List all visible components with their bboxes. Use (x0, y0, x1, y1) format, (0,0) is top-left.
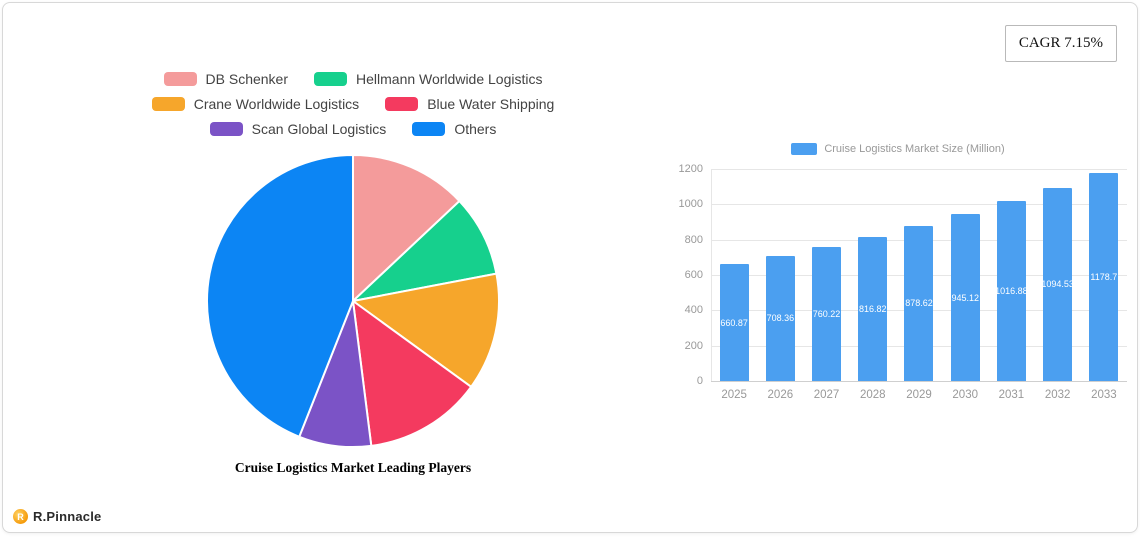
legend-row: Scan Global Logistics Others (209, 121, 496, 137)
bar-legend-swatch (791, 143, 818, 155)
bar-2028[interactable]: 816.82 (858, 236, 888, 381)
bar-value-label: 660.87 (720, 317, 748, 328)
legend-label: DB Schenker (205, 71, 288, 87)
y-tick: 800 (684, 233, 703, 246)
bar-value-label: 816.82 (859, 303, 887, 314)
legend-swatch (151, 97, 185, 111)
y-tick: 1000 (678, 198, 703, 211)
pie-chart (206, 153, 500, 449)
legend-item-4[interactable]: Scan Global Logistics (209, 121, 387, 137)
legend-row: DB Schenker Hellmann Worldwide Logistics (163, 71, 542, 87)
bar-chart-legend-item[interactable]: Cruise Logistics Market Size (Million) (663, 143, 1133, 155)
pie-legend: DB Schenker Hellmann Worldwide Logistics C… (151, 71, 554, 137)
bar-column: 816.82 (850, 169, 896, 381)
x-axis: 2025 2026 2027 2028 2029 2030 2031 2032 2033 (711, 389, 1127, 401)
legend-label: Scan Global Logistics (251, 121, 387, 137)
x-tick: 2031 (998, 389, 1025, 401)
bar-value-label: 878.62 (905, 298, 933, 309)
bar-column: 760.22 (803, 169, 849, 381)
bar-column: 945.12 (942, 169, 988, 381)
x-tick: 2033 (1091, 389, 1117, 401)
bar-value-label: 945.12 (951, 292, 979, 303)
y-tick: 0 (696, 375, 703, 387)
legend-swatch (385, 97, 419, 111)
bar-chart: 0 200 400 600 800 1000 1200 660.87 708.36 760.22 8… (663, 159, 1133, 425)
x-tick: 2030 (952, 389, 978, 401)
pie-slice-0[interactable] (352, 153, 461, 304)
x-tick: 2029 (906, 389, 932, 401)
pie-slice-1[interactable] (349, 199, 498, 303)
bar-column: 1016.88 (988, 169, 1034, 381)
bar-column: 1178.7 (1081, 169, 1127, 381)
legend-swatch (163, 72, 197, 86)
legend-item-0[interactable]: DB Schenker (163, 71, 288, 87)
bar-chart-section: Cruise Logistics Market Size (Million) 0… (663, 143, 1133, 425)
legend-label: Crane Worldwide Logistics (193, 96, 360, 112)
bar-column: 878.62 (896, 169, 942, 381)
legend-label: Blue Water Shipping (427, 96, 555, 112)
pie-slice-3[interactable] (351, 298, 473, 447)
legend-item-5[interactable]: Others (412, 121, 496, 137)
legend-row: Crane Worldwide Logistics Blue Water Ship… (151, 96, 554, 112)
gridline (711, 169, 1127, 170)
legend-swatch (209, 122, 243, 136)
x-tick: 2027 (813, 389, 840, 401)
pie-slice-2[interactable] (350, 272, 500, 389)
y-tick: 600 (684, 269, 703, 281)
bar-column: 660.87 (711, 169, 757, 381)
cagr-badge: CAGR 7.15% (1004, 25, 1117, 62)
bar-2031[interactable]: 1016.88 (995, 201, 1028, 381)
cagr-label: CAGR 7.15% (1018, 35, 1103, 51)
x-tick: 2026 (767, 389, 794, 401)
bar-2025[interactable]: 660.87 (719, 264, 749, 381)
legend-item-2[interactable]: Crane Worldwide Logistics (151, 96, 360, 112)
bar-2033[interactable]: 1178.7 (1089, 172, 1119, 381)
pie-chart-section: DB Schenker Hellmann Worldwide Logistics C… (63, 71, 643, 476)
bar-2032[interactable]: 1094.53 (1041, 187, 1074, 381)
x-tick: 2032 (1044, 389, 1071, 401)
y-tick: 1200 (678, 163, 703, 175)
legend-item-3[interactable]: Blue Water Shipping (385, 96, 554, 112)
bar-2026[interactable]: 708.36 (765, 255, 795, 381)
bar-value-label: 708.36 (766, 313, 795, 324)
y-axis-line (711, 169, 712, 381)
gridline (711, 381, 1127, 382)
x-tick: 2025 (721, 389, 747, 401)
bar-2029[interactable]: 878.62 (904, 225, 934, 381)
y-tick: 400 (684, 304, 703, 317)
logo-text: R.Pinnacle (33, 509, 102, 524)
y-tick: 200 (684, 339, 703, 352)
bar-value-label: 1094.53 (1041, 279, 1074, 290)
legend-item-1[interactable]: Hellmann Worldwide Logistics (314, 71, 542, 87)
legend-swatch (314, 72, 347, 86)
bars-group: 660.87 708.36 760.22 816.82 878.62 945.12 1016… (711, 169, 1127, 381)
bar-2027[interactable]: 760.22 (812, 246, 842, 381)
bar-column: 1094.53 (1035, 169, 1081, 381)
legend-label: Hellmann Worldwide Logistics (356, 71, 543, 87)
gridline (711, 204, 1127, 206)
pie-chart-title: Cruise Logistics Market Leading Players (234, 460, 472, 475)
logo[interactable]: R R.Pinnacle (13, 509, 101, 524)
pie-slice-5[interactable] (206, 153, 354, 439)
bar-column: 708.36 (757, 169, 803, 381)
bar-value-label: 1016.88 (995, 286, 1028, 297)
bar-legend-label: Cruise Logistics Market Size (Million) (824, 143, 1005, 155)
bar-2030[interactable]: 945.12 (950, 214, 980, 381)
bar-value-label: 1178.7 (1090, 271, 1118, 282)
legend-swatch (412, 122, 446, 136)
legend-label: Others (454, 121, 497, 137)
bar-value-label: 760.22 (812, 308, 841, 319)
logo-icon: R (13, 509, 28, 524)
x-tick: 2028 (859, 389, 886, 401)
